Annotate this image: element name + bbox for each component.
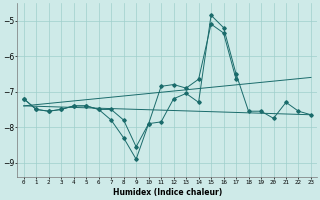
X-axis label: Humidex (Indice chaleur): Humidex (Indice chaleur): [113, 188, 222, 197]
